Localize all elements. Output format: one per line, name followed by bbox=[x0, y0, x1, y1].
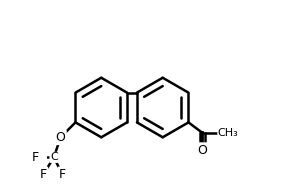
Text: F: F bbox=[40, 168, 47, 181]
Text: O: O bbox=[197, 144, 207, 156]
Text: F: F bbox=[59, 168, 66, 181]
Text: CH₃: CH₃ bbox=[218, 128, 238, 138]
Text: C: C bbox=[50, 152, 58, 162]
Text: O: O bbox=[56, 131, 65, 144]
Text: F: F bbox=[31, 151, 38, 164]
